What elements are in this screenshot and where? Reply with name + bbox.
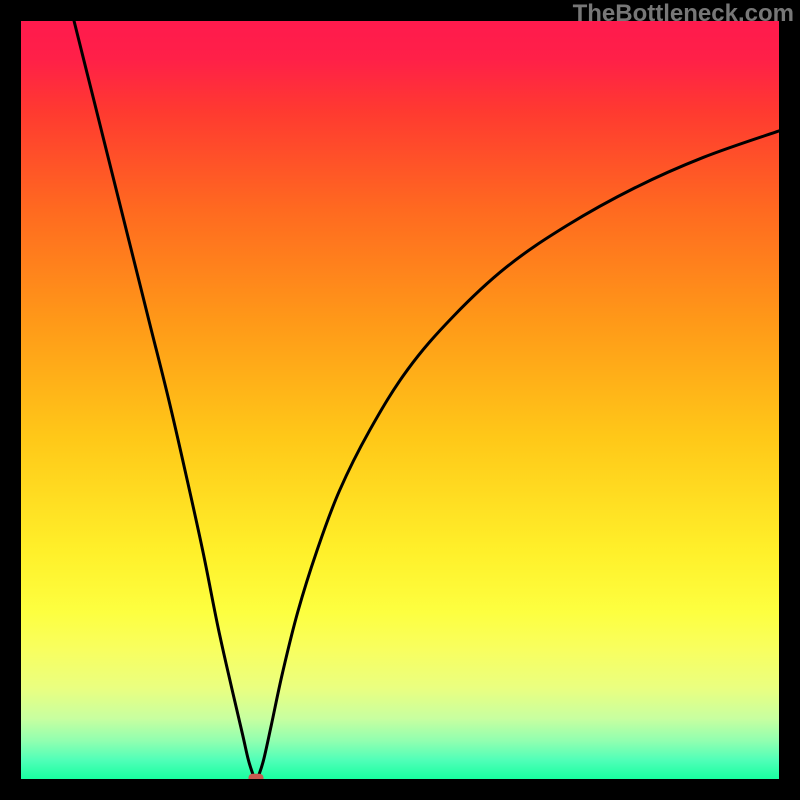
chart-svg	[0, 0, 800, 800]
plot-gradient-background	[21, 21, 779, 779]
chart-root: TheBottleneck.com	[0, 0, 800, 800]
watermark-text: TheBottleneck.com	[573, 0, 794, 28]
